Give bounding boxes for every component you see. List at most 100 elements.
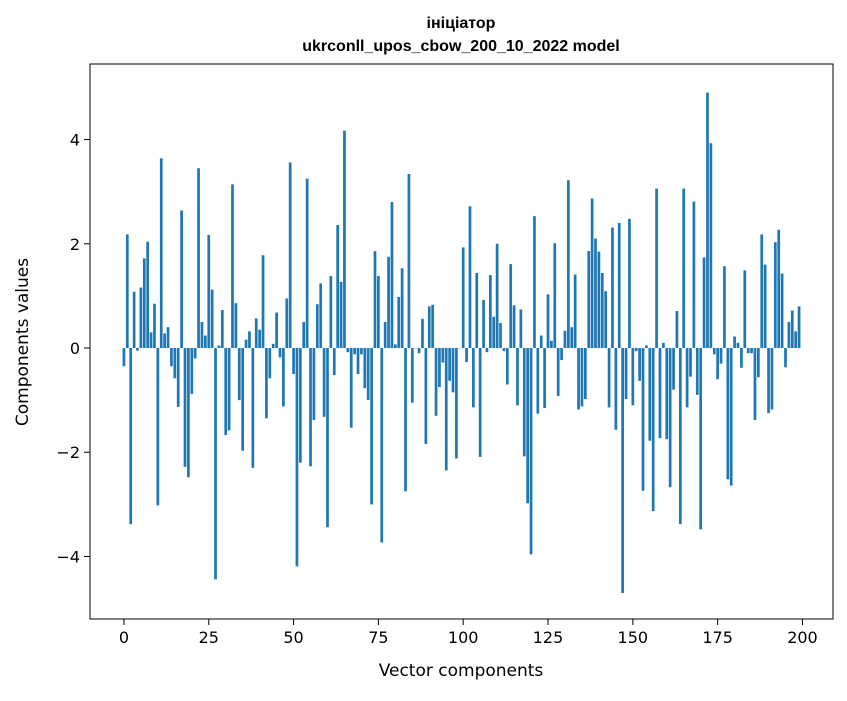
bar-164 [679,348,682,524]
bar-117 [520,309,523,348]
bar-120 [530,348,533,554]
bar-169 [696,348,699,395]
bar-106 [482,300,485,348]
bar-147 [621,348,624,593]
bar-167 [689,348,692,377]
x-tick-label: 75 [368,628,388,647]
bar-185 [750,348,753,353]
bar-94 [441,348,444,363]
bar-72 [367,348,370,400]
bar-123 [540,336,543,349]
bar-136 [584,348,587,399]
bar-42 [265,348,268,418]
bar-157 [655,189,658,348]
bar-112 [503,348,506,351]
bar-141 [601,273,604,348]
bar-149 [628,219,631,348]
bar-104 [475,273,478,348]
bar-135 [581,348,584,406]
x-axis-label: Vector components [379,661,544,681]
bar-193 [777,230,780,348]
bar-101 [465,348,468,362]
bar-199 [798,306,801,348]
bar-75 [377,276,380,348]
bar-28 [218,345,221,348]
bar-121 [533,216,536,348]
bar-25 [207,235,210,348]
bar-71 [363,348,366,388]
bar-108 [489,275,492,348]
bar-186 [754,348,757,420]
bar-74 [374,251,377,348]
bar-88 [421,319,424,348]
bar-137 [587,251,590,348]
bar-109 [492,317,495,348]
bar-40 [258,330,261,348]
bar-79 [391,202,394,348]
bar-84 [408,174,411,348]
bar-159 [662,343,665,348]
bar-151 [635,348,638,351]
bar-9 [153,304,156,348]
bar-82 [401,268,404,348]
x-tick-label: 0 [119,628,129,647]
bar-35 [241,348,244,451]
bar-34 [238,348,241,400]
bar-5 [140,288,143,348]
bar-116 [516,348,519,405]
x-tick-label: 150 [618,628,649,647]
bar-61 [330,276,333,348]
bar-38 [251,348,254,468]
bar-140 [598,252,601,348]
bar-11 [160,158,163,348]
bar-60 [326,348,329,527]
bar-110 [496,244,499,348]
bar-76 [380,348,383,542]
bar-59 [323,348,326,417]
bar-17 [180,210,183,348]
bar-81 [397,297,400,348]
bar-100 [462,247,465,348]
bar-132 [570,327,573,348]
bar-194 [781,273,784,348]
bar-73 [370,348,373,504]
bar-43 [268,348,271,378]
bar-55 [309,348,312,466]
bar-128 [557,348,560,396]
bar-153 [642,348,645,491]
x-tick-label: 50 [283,628,303,647]
bar-161 [669,348,672,487]
bar-127 [553,243,556,348]
bar-131 [567,180,570,348]
bar-67 [350,348,353,428]
bar-124 [543,348,546,408]
bar-51 [296,348,299,566]
bar-16 [177,348,180,407]
bar-174 [713,348,716,354]
bar-85 [411,348,414,403]
bar-148 [625,348,628,399]
bar-96 [448,348,451,381]
bar-118 [523,348,526,456]
bar-14 [170,348,173,366]
y-tick-label: 4 [70,131,80,150]
bar-111 [499,323,502,348]
bar-90 [428,306,431,348]
bar-62 [333,348,336,375]
bar-47 [282,348,285,406]
bar-105 [479,348,482,457]
bar-146 [618,223,621,348]
bar-152 [638,348,641,381]
bar-29 [221,310,224,348]
bar-7 [146,242,149,348]
bar-70 [360,348,363,354]
bar-168 [693,202,696,348]
bar-48 [285,299,288,349]
bar-39 [255,318,258,348]
bar-188 [760,234,763,348]
bar-184 [747,348,750,353]
bar-65 [343,131,346,348]
chart-title: ініціатор [427,15,496,32]
